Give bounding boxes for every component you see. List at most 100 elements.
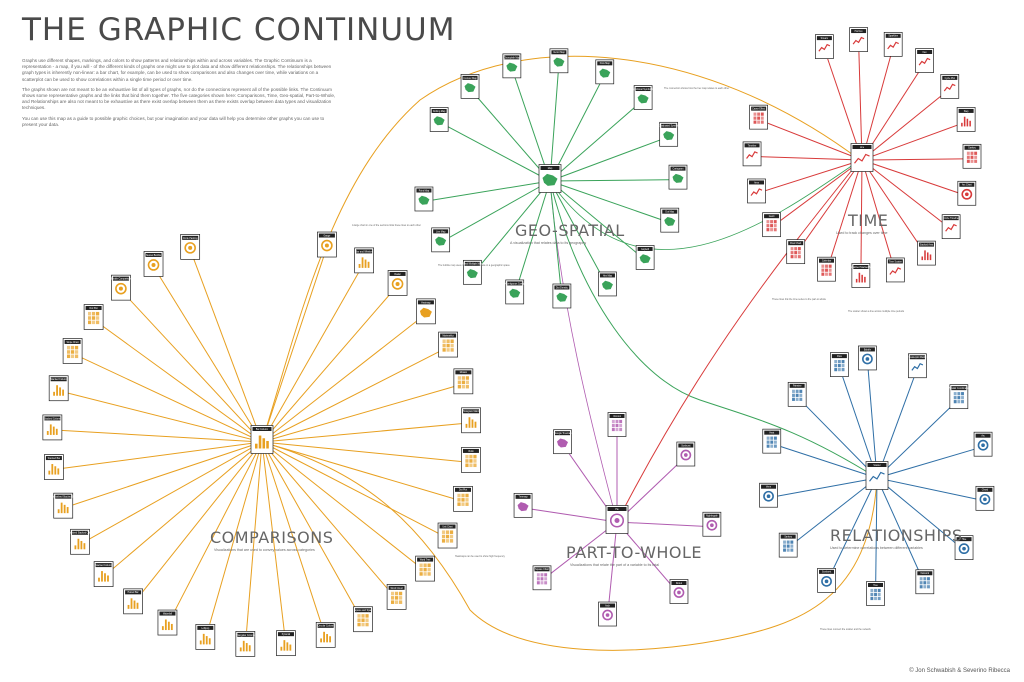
icon-mark xyxy=(398,600,403,604)
triangular-column-icon xyxy=(239,640,251,652)
icon-mark xyxy=(619,427,623,432)
relationships-spoke xyxy=(768,477,878,499)
node-frame xyxy=(747,178,766,204)
node-header xyxy=(600,603,616,608)
part-spoke xyxy=(616,521,712,528)
comparisons-node-circle-packing: Circle Packing xyxy=(180,234,201,260)
intro-paragraph: You can use this map as a guide to possi… xyxy=(22,115,325,127)
node-header xyxy=(819,569,835,574)
circular-column-icon xyxy=(320,631,331,643)
time-spoke xyxy=(861,159,952,230)
normalized-stacked-area-icon xyxy=(855,272,866,283)
pairwise-icon xyxy=(792,389,803,401)
node-label: Dot Plot xyxy=(90,307,99,310)
sankey-icon xyxy=(783,540,794,552)
geo-spoke xyxy=(423,180,551,202)
icon-mark xyxy=(161,626,164,631)
node-header xyxy=(45,456,62,461)
icon-mark xyxy=(760,112,764,116)
node-label: Tree xyxy=(873,584,878,587)
icon-mark xyxy=(828,264,832,268)
icon-mark xyxy=(465,380,469,385)
paired-bar-icon xyxy=(127,598,139,609)
icon-mark xyxy=(469,454,473,459)
icon-mark xyxy=(441,539,446,543)
node-frame xyxy=(742,141,762,167)
node-header xyxy=(462,448,479,453)
node-header xyxy=(959,182,975,187)
dot-map-icon xyxy=(664,216,676,226)
node-header xyxy=(853,264,869,269)
relationships-spoke xyxy=(771,443,878,479)
time-node-sankey: Sankey xyxy=(962,143,982,169)
node-label: Treemap xyxy=(519,496,529,499)
node-header xyxy=(909,355,925,360)
node-header xyxy=(704,513,720,518)
cause-effect-icon xyxy=(753,112,764,124)
annotation: Heatmaps can be used to show high freque… xyxy=(455,555,506,558)
icon-mark xyxy=(442,348,446,352)
sparkline-icon xyxy=(887,41,899,50)
icon-mark xyxy=(457,376,461,380)
icon-mark xyxy=(966,155,970,159)
icon-mark xyxy=(170,623,173,631)
node-label: Marimekko xyxy=(443,334,455,337)
gantt-icon xyxy=(766,220,777,232)
geo-node-proportional-symbol-map: Proportional Symbol Map xyxy=(630,85,657,110)
comparisons-node-bubble-comparison: Bubble Comparison xyxy=(111,274,132,301)
icon-mark xyxy=(361,622,365,627)
icon-mark xyxy=(419,307,432,318)
node-label: Flow xyxy=(837,356,842,358)
nodes: Gauge Bar and Whisker Radar Heatmap Marimekk… xyxy=(42,27,995,657)
node-label: Parallel Coordinates xyxy=(949,387,971,390)
icon-mark xyxy=(615,419,619,424)
category-titles: COMPARISONS Visualizations that are used… xyxy=(210,211,962,567)
icon-mark xyxy=(465,502,469,506)
icon-mark xyxy=(834,364,838,368)
time-node-stream: Stream xyxy=(815,34,834,59)
time-spoke xyxy=(758,119,863,161)
icon-mark xyxy=(792,393,795,397)
icon-mark xyxy=(763,490,774,502)
flow-map-icon xyxy=(599,68,611,78)
icon-mark xyxy=(66,354,71,359)
node-header xyxy=(816,36,832,41)
category-subtitle-relationships: Used to determine correlations between d… xyxy=(830,546,923,550)
node-label: Stacked Area xyxy=(920,244,934,247)
relationships-spoke xyxy=(876,398,960,479)
relationships-node-parallel-coordinates: Parallel Coordinates xyxy=(949,384,971,410)
spokes xyxy=(52,42,986,647)
gauge-icon xyxy=(321,239,333,252)
timeline-icon xyxy=(746,151,758,159)
category-title-time: TIME xyxy=(847,211,888,230)
icon-mark xyxy=(320,638,322,643)
icon-mark xyxy=(821,575,832,587)
icon-mark xyxy=(70,345,75,350)
time-node-time-scatter: Time Scatter xyxy=(885,257,905,283)
icon-mark xyxy=(710,523,714,528)
geo-node-vector-map: Vector Map xyxy=(549,48,569,74)
geo-spoke xyxy=(440,180,551,243)
category-subtitle-time: Used to track changes over time xyxy=(836,231,888,235)
node-label: Mosaic xyxy=(460,372,468,374)
icon-mark xyxy=(615,427,619,432)
icon-mark xyxy=(874,592,877,597)
comparisons-spoke xyxy=(261,346,449,443)
icon-mark xyxy=(88,311,92,316)
isopleth-icon xyxy=(639,254,651,264)
node-frame xyxy=(915,48,934,73)
node-header xyxy=(956,537,972,542)
node-frame xyxy=(885,257,905,283)
time-node-circle-timeline: Circle Timeline xyxy=(941,214,961,240)
time-spoke xyxy=(861,88,951,161)
comparisons-spoke xyxy=(261,441,448,539)
icon-mark xyxy=(637,94,649,104)
icon-mark xyxy=(601,280,613,290)
time-spoke xyxy=(823,48,863,161)
icon-mark xyxy=(55,428,58,435)
lollipop-icon xyxy=(199,633,211,645)
geo-node-non-contiguous-cartogram: Non-Contiguous Cartogram xyxy=(501,279,529,305)
comparisons-node-mosaic: Mosaic xyxy=(453,368,474,395)
icon-mark xyxy=(639,254,651,264)
part-node-treemap: Treemap xyxy=(513,492,533,518)
